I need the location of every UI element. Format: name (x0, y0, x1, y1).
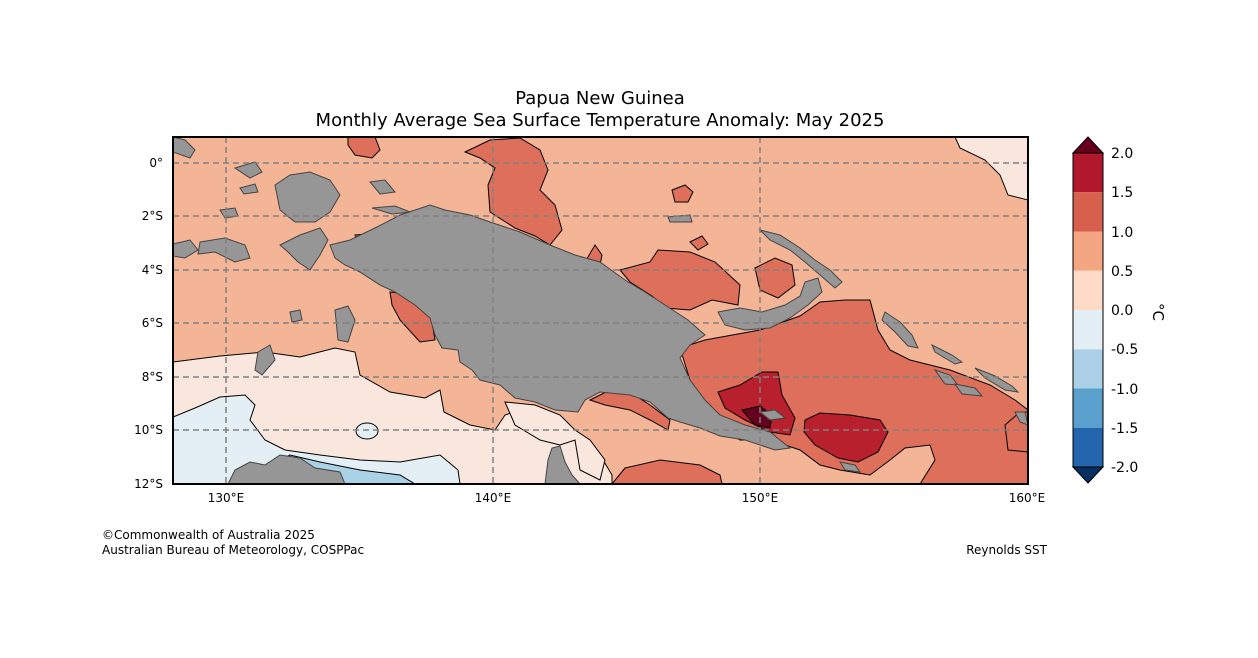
lon-label: 160°E (1009, 491, 1046, 505)
yapen-island (371, 205, 411, 215)
latitude-labels: 0° 2°S 4°S 6°S 8°S 10°S 12°S (134, 156, 163, 491)
colorbar-band (1073, 349, 1103, 389)
lat-label: 6°S (142, 316, 163, 330)
new-guinea-island (329, 204, 792, 451)
colorbar-band (1073, 192, 1103, 232)
colorbar-band (1073, 153, 1103, 193)
dentrecasteaux-islands (758, 409, 787, 421)
milne-bay-islet (838, 461, 862, 473)
seram-island (197, 237, 251, 263)
lat-label: 2°S (142, 209, 163, 223)
lat-label: 0° (149, 156, 163, 170)
colorbar-over-arrow (1071, 136, 1105, 154)
lon-label: 150°E (742, 491, 779, 505)
cape-york-peninsula (544, 445, 581, 484)
map-title: Papua New Guinea (515, 88, 685, 109)
kai-islands (289, 309, 303, 323)
choiseul-island (931, 343, 964, 365)
colorbar-tick-label: -1.5 (1111, 421, 1138, 437)
lat-label: 12°S (134, 477, 163, 491)
lat-label: 10°S (134, 423, 163, 437)
copyright-text: ©Commonwealth of Australia 2025 (102, 528, 315, 542)
map-plot-area (173, 137, 1028, 484)
anomaly-region-1-1.5-islet-b (689, 235, 709, 251)
santa-isabel-island (974, 367, 1020, 393)
colorbar-unit-label: °C (1149, 303, 1167, 321)
anomaly-region-neg-0.5-0 (173, 394, 461, 484)
colorbar-tick-label: 2.0 (1111, 146, 1133, 162)
colorbar-tick-label: 1.0 (1111, 225, 1133, 241)
anomaly-region-0-0.5-south-central (504, 401, 606, 481)
colorbar-tick-label: -1.0 (1111, 382, 1138, 398)
small-island-nw-2 (239, 183, 259, 195)
lat-label: 4°S (142, 263, 163, 277)
anomaly-region-1-1.5-islet-a (671, 184, 694, 203)
colorbar-band (1073, 427, 1103, 467)
colorbar-tick-label: 0.0 (1111, 303, 1133, 319)
northwest-corner-island (173, 137, 196, 159)
colorbar-under-arrow (1071, 466, 1105, 484)
small-island-nw-1 (233, 161, 263, 179)
biak-island (369, 179, 396, 195)
colorbar-tick-label: -2.0 (1111, 460, 1138, 476)
colorbar-band (1073, 388, 1103, 428)
anomaly-region-neg-small (355, 422, 379, 440)
colorbar-frame (1072, 152, 1104, 468)
anomaly-region-1-1.5-south (611, 459, 723, 484)
new-britain-island (717, 277, 823, 331)
australia-north-coast (227, 454, 346, 484)
colorbar-tick-label: -0.5 (1111, 342, 1138, 358)
malaita-island (1014, 411, 1028, 426)
lat-label: 8°S (142, 370, 163, 384)
vogelkop-peninsula (279, 227, 329, 271)
lon-label: 130°E (208, 491, 245, 505)
anomaly-region-1.5-2-south (803, 412, 889, 463)
anomaly-region-1-1.5-northwest (347, 137, 381, 159)
colorbar-band (1073, 231, 1103, 271)
longitude-labels: 130°E 140°E 150°E 160°E (208, 491, 1046, 505)
agency-text: Australian Bureau of Meteorology, COSPPa… (102, 543, 365, 557)
colorbar-tick-label: 0.5 (1111, 264, 1133, 280)
land-masses (173, 137, 1028, 484)
colorbar-band (1073, 310, 1103, 350)
map-subtitle: Monthly Average Sea Surface Temperature … (315, 110, 885, 131)
lon-label: 140°E (475, 491, 512, 505)
graticule (173, 137, 1028, 484)
guadalcanal-island (953, 383, 984, 397)
anomaly-region-1-1.5-north (463, 137, 563, 246)
anomaly-region-0-0.5-northeast (954, 137, 1028, 201)
colorbar: 2.0 1.5 1.0 0.5 0.0 -0.5 -1.0 -1.5 -2.0 … (1071, 136, 1167, 484)
map-frame (172, 136, 1029, 485)
aru-islands (334, 305, 356, 343)
bougainville-island (881, 311, 919, 349)
tanimbar-islands (254, 344, 276, 376)
colorbar-tick-label: 1.5 (1111, 185, 1133, 201)
buru-island (173, 239, 199, 259)
new-ireland-island (758, 229, 843, 289)
data-source-text: Reynolds SST (966, 543, 1047, 557)
colorbar-band (1073, 270, 1103, 310)
colorbar-ticks: 2.0 1.5 1.0 0.5 0.0 -0.5 -1.0 -1.5 -2.0 (1111, 146, 1138, 476)
